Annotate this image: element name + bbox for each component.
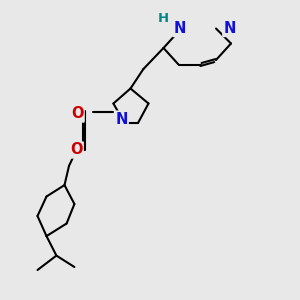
Text: O: O — [71, 106, 84, 122]
Text: O: O — [70, 142, 83, 158]
Text: N: N — [173, 21, 186, 36]
Text: N: N — [115, 112, 128, 127]
Text: N: N — [223, 21, 236, 36]
Text: H: H — [157, 11, 169, 25]
